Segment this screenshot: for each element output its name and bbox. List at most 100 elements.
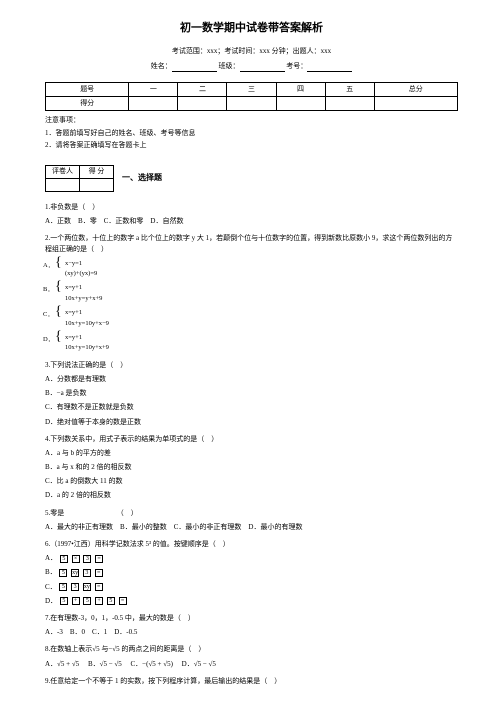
brace-icon: {	[55, 308, 62, 316]
q6-a-label: A．	[45, 554, 57, 562]
q2-d-label: D．	[43, 335, 54, 345]
q2-stem: 2.一个两位数，十位上的数字 a 比个位上的数字 y 大 1，若颠倒个位与十位数…	[45, 233, 458, 255]
notes-header: 注意事项：	[45, 115, 458, 126]
id-label: 考号：	[286, 62, 307, 70]
q2-d-line2: 10x+y=10y+x+9	[65, 343, 458, 353]
key-plus: +	[72, 597, 80, 605]
q5-stem: 5.零是 （ ）	[45, 508, 458, 519]
q6-a: A． 5 × 3 =	[45, 553, 458, 564]
q3-d: D．绝对值等于本身的数是正数	[45, 417, 458, 428]
q8-opts: A．√5 + √5 B．√5 − √5 C．−(√5 + √5) D．√5 − …	[45, 659, 458, 670]
col-label: 题号	[46, 82, 129, 96]
grade-box: 评卷人 得 分	[45, 165, 114, 192]
score-table-row: 得分	[46, 97, 458, 111]
brace-icon: {	[55, 283, 62, 291]
brace-icon: {	[55, 259, 62, 267]
score-cell-2	[80, 178, 114, 191]
q2-b-label: B．	[43, 285, 54, 295]
q6-d: D． 5 + 5 + 5 =	[45, 596, 458, 607]
key-eq: =	[119, 597, 127, 605]
name-blank	[172, 63, 217, 72]
score-cell	[325, 97, 374, 111]
q2-opt-a: A． { x−y=1 (xy)+(yx)=9	[45, 259, 458, 280]
q6-stem: 6.（1997•江西）用科学记数法求 5³ 的值。按键顺序是（ ）	[45, 539, 458, 550]
q4-c: C．比 a 的倒数大 11 的数	[45, 476, 458, 487]
class-blank	[240, 63, 285, 72]
question-1: 1.非负数是（ ） A．正数 B．零 C．正数和零 D．自然数	[45, 202, 458, 227]
q2-b-line2: 10x+y=y+x+9	[65, 294, 458, 304]
q2-opt-c: C． { x=y+1 10x+y=10y+x−9	[45, 308, 458, 329]
score-table-header: 题号 一 二 三 四 五 总分	[46, 82, 458, 96]
key-5: 5	[107, 597, 115, 605]
key-times: ×	[72, 555, 80, 563]
question-3: 3.下列说法正确的是（ ） A．分数都是有理数 B．−a 是负数 C．有理数不是…	[45, 360, 458, 428]
q8-stem: 8.在数轴上表示√5 与−√5 的两点之间的距离是（ ）	[45, 644, 458, 655]
q1-options: A．正数 B．零 C．正数和零 D．自然数	[45, 216, 458, 227]
key-eq: =	[95, 569, 103, 577]
col-3: 三	[227, 82, 276, 96]
class-label: 班级：	[219, 62, 240, 70]
q8-c: C．−(√5 + √5)	[131, 660, 173, 668]
key-exp: xy	[71, 569, 79, 577]
q2-d-line1: x=y+1	[65, 333, 458, 343]
key-5: 5	[59, 569, 67, 577]
q3-c: C．有理数不是正数就是负数	[45, 402, 458, 413]
score-label-2: 得 分	[80, 165, 114, 178]
question-5: 5.零是 （ ） A．最大的非正有理数 B．最小的整数 C．最小的非正有理数 D…	[45, 508, 458, 533]
score-cell	[178, 97, 227, 111]
key-3: 3	[83, 555, 91, 563]
q7-stem: 7.在有理数-3，0，1，-0.5 中，最大的数是（ ）	[45, 613, 458, 624]
key-exp: xy	[83, 583, 91, 591]
question-9: 9.任意给定一个不等于 1 的实数，按下列程序计算，最后输出的结果是（ ）	[45, 676, 458, 687]
q8-b: B．√5 − √5	[88, 660, 122, 668]
grader-cell	[46, 178, 80, 191]
q2-opt-d: D． { x=y+1 10x+y=10y+x+9	[45, 333, 458, 354]
key-5: 5	[59, 583, 67, 591]
score-cell	[276, 97, 325, 111]
col-total: 总分	[374, 82, 457, 96]
q2-opt-b: B． { x=y+1 10x+y=y+x+9	[45, 283, 458, 304]
col-1: 一	[129, 82, 178, 96]
q4-a: A．a 与 b 的平方的差	[45, 448, 458, 459]
note-1: 1．答题前填写好自己的姓名、班级、考号等信息	[45, 128, 458, 139]
brace-icon: {	[55, 333, 62, 341]
col-2: 二	[178, 82, 227, 96]
q3-a: A．分数都是有理数	[45, 374, 458, 385]
q4-d: D．a 的 2 倍的相反数	[45, 490, 458, 501]
key-eq: =	[95, 583, 103, 591]
note-2: 2．请将答案正确填写在答题卡上	[45, 140, 458, 151]
q8-d: D．√5 − √5	[182, 660, 216, 668]
id-blank	[307, 63, 352, 72]
q2-c-line1: x=y+1	[65, 308, 458, 318]
q2-b-line1: x=y+1	[65, 283, 458, 293]
score-cell	[129, 97, 178, 111]
key-3: 3	[83, 569, 91, 577]
key-eq: =	[95, 555, 103, 563]
q2-a-line2: (xy)+(yx)=9	[65, 269, 458, 279]
score-cell	[374, 97, 457, 111]
q6-b-label: B．	[45, 568, 57, 576]
q2-a-label: A．	[43, 261, 54, 271]
q2-c-line2: 10x+y=10y+x−9	[65, 319, 458, 329]
question-2: 2.一个两位数，十位上的数字 a 比个位上的数字 y 大 1，若颠倒个位与十位数…	[45, 233, 458, 354]
q4-b: B．a 与 x 和的 2 倍的相反数	[45, 462, 458, 473]
q6-d-label: D．	[45, 597, 57, 605]
q6-c-label: C．	[45, 583, 57, 591]
section-1-row: 评卷人 得 分 一、选择题	[45, 165, 458, 192]
key-plus: +	[95, 597, 103, 605]
q2-c-label: C．	[43, 310, 54, 320]
q4-stem: 4.下列数关系中，用式子表示的结果为单项式的是（ ）	[45, 434, 458, 445]
section-1-title: 一、选择题	[122, 172, 162, 185]
name-label: 姓名：	[151, 62, 172, 70]
q9-stem: 9.任意给定一个不等于 1 的实数，按下列程序计算，最后输出的结果是（ ）	[45, 676, 458, 687]
score-label: 得分	[46, 97, 129, 111]
score-table: 题号 一 二 三 四 五 总分 得分	[45, 82, 458, 111]
question-8: 8.在数轴上表示√5 与−√5 的两点之间的距离是（ ） A．√5 + √5 B…	[45, 644, 458, 669]
q7-opts: A．-3 B．0 C．1 D．-0.5	[45, 627, 458, 638]
notes-block: 注意事项： 1．答题前填写好自己的姓名、班级、考号等信息 2．请将答案正确填写在…	[45, 115, 458, 151]
question-6: 6.（1997•江西）用科学记数法求 5³ 的值。按键顺序是（ ） A． 5 ×…	[45, 539, 458, 607]
q6-c: C． 5 3 xy =	[45, 582, 458, 593]
q6-b: B． 5 xy 3 =	[45, 567, 458, 578]
doc-title: 初一数学期中试卷带答案解析	[45, 20, 458, 38]
q3-stem: 3.下列说法正确的是（ ）	[45, 360, 458, 371]
